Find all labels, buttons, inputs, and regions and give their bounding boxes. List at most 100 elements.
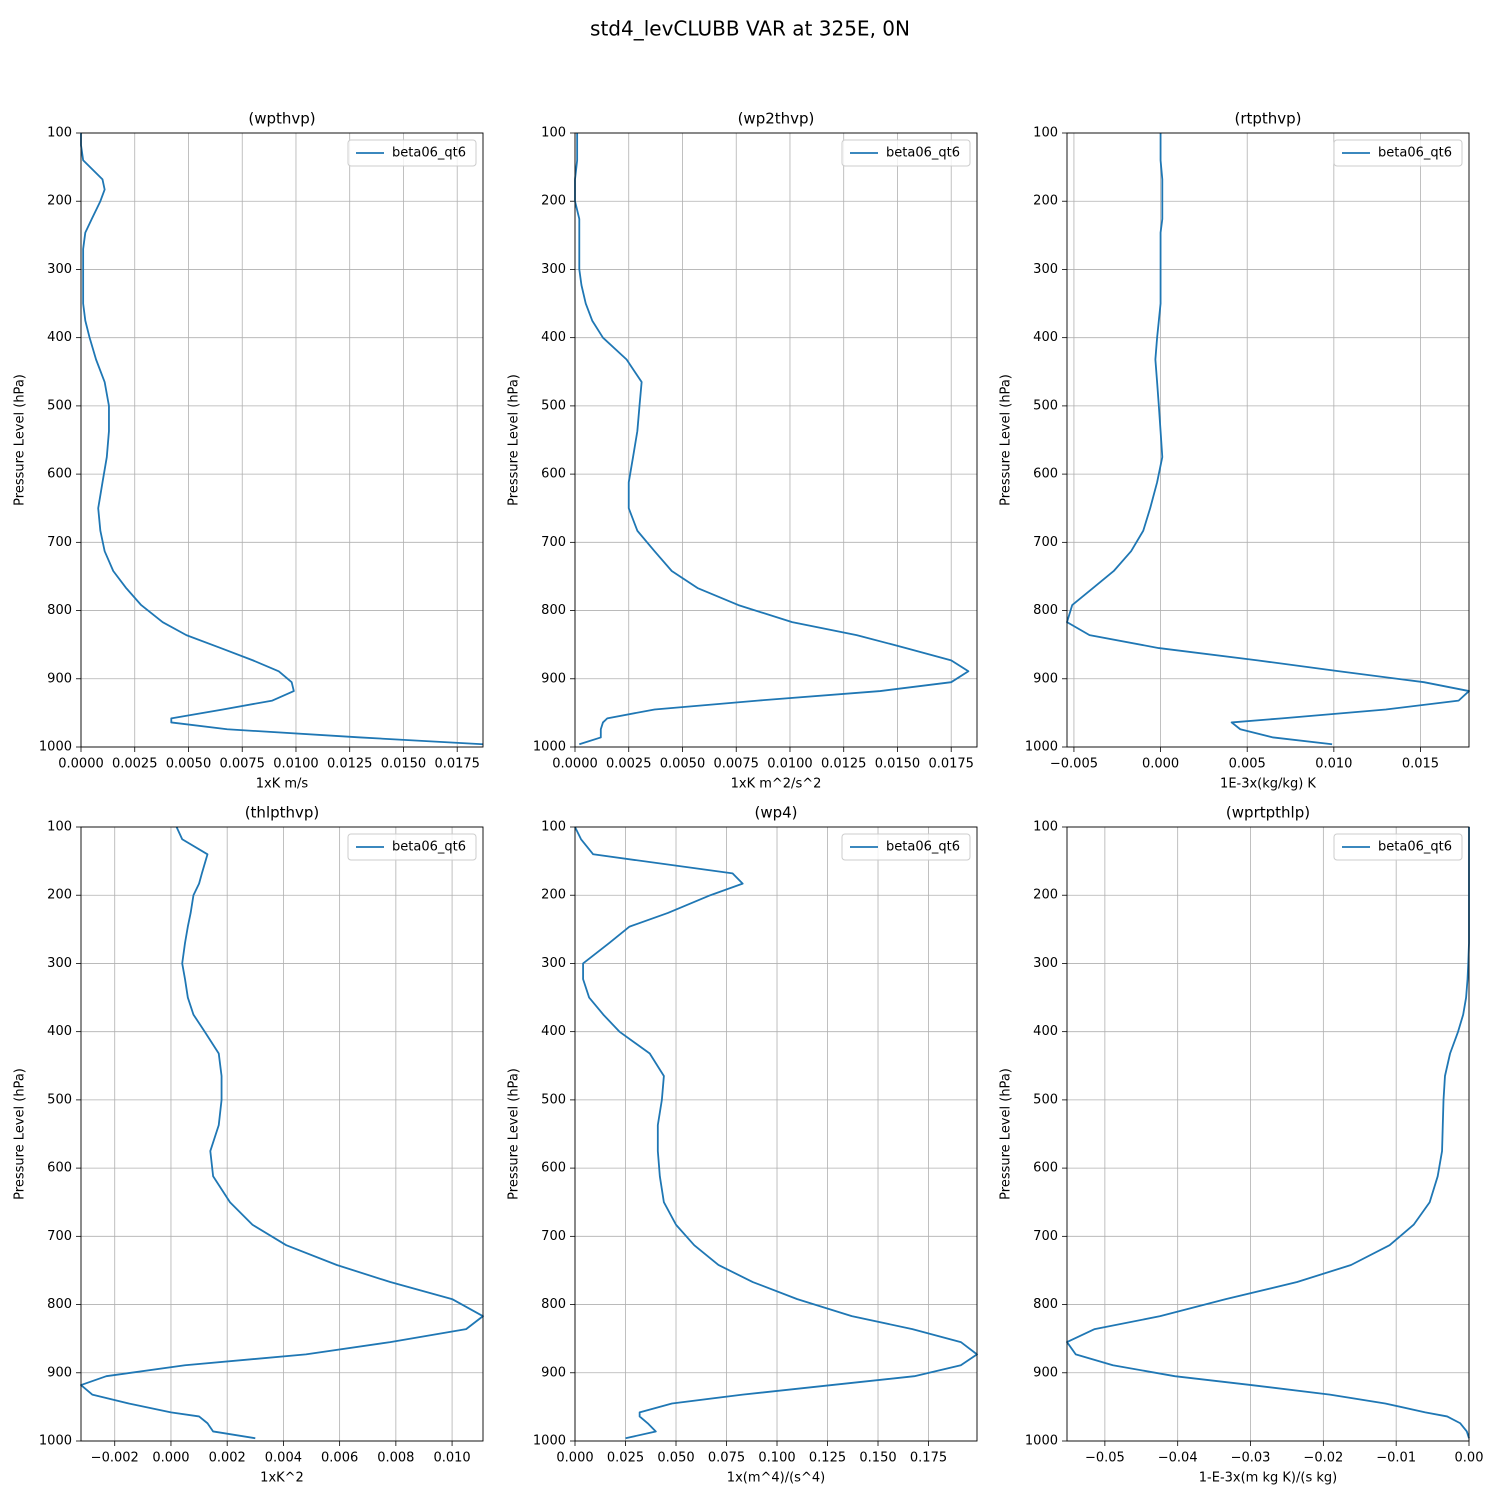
y-tick-label: 200 — [1033, 194, 1058, 209]
x-tick-label: −0.005 — [1050, 757, 1098, 772]
y-tick-label: 700 — [541, 535, 566, 550]
x-tick-label: 0.00 — [1455, 1451, 1484, 1466]
y-tick-label: 500 — [1033, 1092, 1058, 1107]
series-line — [80, 826, 484, 1440]
x-tick-label: 0.025 — [607, 1451, 644, 1466]
x-tick-label: −0.03 — [1231, 1451, 1271, 1466]
y-tick-label: 100 — [1033, 820, 1058, 835]
y-tick-label: 200 — [541, 888, 566, 903]
y-tick-label: 100 — [47, 820, 72, 835]
x-tick-label: 0.005 — [1229, 757, 1266, 772]
x-tick-label: 0.075 — [708, 1451, 745, 1466]
y-tick-label: 900 — [541, 671, 566, 686]
y-tick-label: 1000 — [1025, 1434, 1058, 1449]
x-axis-label: 1-E-3x(m kg K)/(s kg) — [1199, 1471, 1337, 1486]
x-tick-label: 0.0150 — [381, 757, 427, 772]
x-tick-label: 0.0125 — [327, 757, 373, 772]
subplot: −0.002 0.000 0.002 0.004 0.006 0.008 0.010 100 2… — [13, 804, 484, 1486]
x-tick-label: 0.0150 — [875, 757, 921, 772]
figure-title: std4_levCLUBB VAR at 325E, 0N — [590, 17, 910, 41]
subplot: −0.05 −0.04 −0.03 −0.02 −0.01 0.00 100 200 300 40… — [999, 804, 1484, 1486]
x-tick-label: 0.0025 — [606, 757, 652, 772]
x-axis-label: 1xK^2 — [260, 1471, 304, 1486]
subplot: 0.000 0.025 0.050 0.075 0.100 0.125 0.150 0.175… — [507, 804, 978, 1486]
axes-frame — [1066, 826, 1470, 1442]
x-tick-label: 0.0050 — [660, 757, 706, 772]
legend-label: beta06_qt6 — [392, 840, 466, 855]
y-tick-label: 700 — [1033, 1229, 1058, 1244]
x-tick-label: −0.01 — [1376, 1451, 1416, 1466]
y-tick-label: 700 — [47, 535, 72, 550]
y-tick-label: 100 — [1033, 126, 1058, 141]
x-tick-label: 0.002 — [209, 1451, 246, 1466]
y-tick-label: 1000 — [533, 740, 566, 755]
y-tick-label: 800 — [541, 1297, 566, 1312]
y-axis-label: Pressure Level (hPa) — [13, 374, 28, 506]
y-tick-label: 700 — [1033, 535, 1058, 550]
y-tick-label: 600 — [47, 467, 72, 482]
y-tick-label: 500 — [47, 1092, 72, 1107]
x-tick-label: 0.0075 — [219, 757, 265, 772]
x-tick-label: 0.175 — [910, 1451, 947, 1466]
x-axis-label: 1xK m/s — [256, 777, 309, 792]
series-line — [574, 133, 970, 746]
y-tick-label: 500 — [541, 398, 566, 413]
y-tick-label: 1000 — [39, 1434, 72, 1449]
y-tick-label: 400 — [541, 330, 566, 345]
y-axis-label: Pressure Level (hPa) — [507, 1068, 522, 1200]
y-tick-label: 300 — [1033, 262, 1058, 277]
x-tick-label: 0.004 — [265, 1451, 302, 1466]
subplot: 0.0000 0.0025 0.0050 0.0075 0.0100 0.0125 0.01… — [507, 110, 978, 792]
x-tick-label: 0.0100 — [273, 757, 319, 772]
legend-box — [841, 139, 971, 167]
x-tick-label: 0.0100 — [767, 757, 813, 772]
y-tick-label: 500 — [1033, 398, 1058, 413]
x-tick-label: 0.0000 — [58, 757, 104, 772]
y-tick-label: 600 — [47, 1161, 72, 1176]
y-tick-label: 900 — [541, 1365, 566, 1380]
subplot-title: (wp2thvp) — [738, 110, 815, 128]
x-tick-label: 0.015 — [1402, 757, 1439, 772]
y-tick-label: 500 — [541, 1092, 566, 1107]
y-axis-label: Pressure Level (hPa) — [507, 374, 522, 506]
y-tick-label: 200 — [47, 194, 72, 209]
y-tick-label: 200 — [47, 888, 72, 903]
y-tick-label: 400 — [1033, 330, 1058, 345]
x-axis-label: 1x(m^4)/(s^4) — [727, 1471, 825, 1486]
y-axis-label: Pressure Level (hPa) — [13, 1068, 28, 1200]
y-tick-label: 900 — [47, 1365, 72, 1380]
y-tick-label: 800 — [47, 603, 72, 618]
x-tick-label: 0.0025 — [112, 757, 158, 772]
legend-box — [347, 139, 477, 167]
x-tick-label: 0.010 — [1315, 757, 1352, 772]
y-tick-label: 900 — [1033, 671, 1058, 686]
legend-label: beta06_qt6 — [1378, 840, 1452, 855]
y-axis-label: Pressure Level (hPa) — [999, 374, 1014, 506]
x-tick-label: 0.000 — [152, 1451, 189, 1466]
subplot-title: (wpthvp) — [248, 110, 315, 128]
x-tick-label: 0.0075 — [713, 757, 759, 772]
x-tick-label: −0.02 — [1303, 1451, 1343, 1466]
axes-frame — [1066, 132, 1470, 748]
x-tick-label: −0.002 — [91, 1451, 139, 1466]
y-tick-label: 300 — [541, 262, 566, 277]
y-tick-label: 300 — [541, 956, 566, 971]
x-tick-label: 0.000 — [556, 1451, 593, 1466]
legend-label: beta06_qt6 — [392, 146, 466, 161]
y-tick-label: 800 — [1033, 603, 1058, 618]
y-tick-label: 300 — [47, 262, 72, 277]
y-tick-label: 300 — [1033, 956, 1058, 971]
subplot: 0.0000 0.0025 0.0050 0.0075 0.0100 0.0125 0.01… — [13, 110, 484, 792]
y-tick-label: 700 — [47, 1229, 72, 1244]
y-tick-label: 400 — [47, 330, 72, 345]
y-tick-label: 1000 — [1025, 740, 1058, 755]
x-tick-label: 0.0175 — [928, 757, 974, 772]
x-tick-label: 0.100 — [758, 1451, 795, 1466]
x-axis-label: 1E-3x(kg/kg) K — [1220, 777, 1316, 792]
series-line — [80, 133, 484, 746]
y-tick-label: 200 — [541, 194, 566, 209]
y-tick-label: 900 — [47, 671, 72, 686]
x-tick-label: 0.125 — [809, 1451, 846, 1466]
